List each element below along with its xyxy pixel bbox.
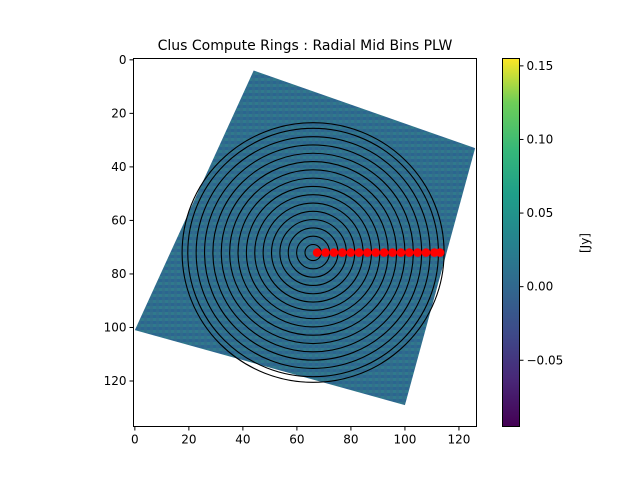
radial-point-11	[396, 248, 406, 257]
y-tick-label: 40	[111, 160, 126, 174]
y-tick-label: 120	[104, 374, 127, 388]
chart-title: Clus Compute Rings : Radial Mid Bins PLW	[158, 38, 453, 54]
y-tick-label: 0	[119, 53, 127, 67]
radial-point-13	[413, 248, 422, 257]
radial-point-4	[337, 248, 347, 257]
colorbar-axis: −0.05 0.00 0.05 0.10 0.15	[519, 59, 564, 367]
radial-point-12	[404, 248, 414, 257]
x-axis: 0 20 40 60 80 100 120	[131, 426, 470, 447]
colorbar-tick-label: 0.10	[527, 132, 554, 146]
radial-point-1	[312, 248, 322, 257]
x-tick-label: 120	[447, 433, 470, 447]
colorbar-label: [Jy]	[578, 233, 592, 253]
radial-point-10	[388, 248, 397, 257]
x-tick-label: 40	[235, 433, 250, 447]
x-tick-label: 80	[343, 433, 358, 447]
colorbar-gradient	[502, 58, 520, 427]
plot-frame	[133, 58, 477, 427]
radial-point-group	[312, 248, 445, 257]
radial-point-9	[379, 248, 389, 257]
x-tick-label: 60	[289, 433, 304, 447]
x-tick-label: 20	[181, 433, 196, 447]
radial-point-5	[346, 248, 355, 257]
colorbar-tick-label: 0.05	[527, 206, 554, 220]
y-axis: 0 20 40 60 80 100 120	[104, 53, 134, 388]
x-tick-label: 0	[131, 433, 139, 447]
radial-point-2	[321, 248, 330, 257]
radial-point-8	[371, 248, 381, 257]
radial-point-16	[435, 248, 445, 257]
colorbar-tick-label: 0.00	[527, 280, 554, 294]
radial-point-14	[421, 248, 431, 257]
colorbar-tick-label: 0.15	[527, 59, 554, 73]
radial-point-3	[329, 248, 339, 257]
y-tick-label: 60	[111, 213, 126, 227]
y-tick-label: 80	[111, 267, 126, 281]
radial-point-7	[363, 248, 372, 257]
x-tick-label: 100	[393, 433, 416, 447]
y-tick-label: 100	[104, 320, 127, 334]
radial-point-6	[354, 248, 364, 257]
y-tick-label: 20	[111, 106, 126, 120]
colorbar-tick-label: −0.05	[527, 353, 564, 367]
